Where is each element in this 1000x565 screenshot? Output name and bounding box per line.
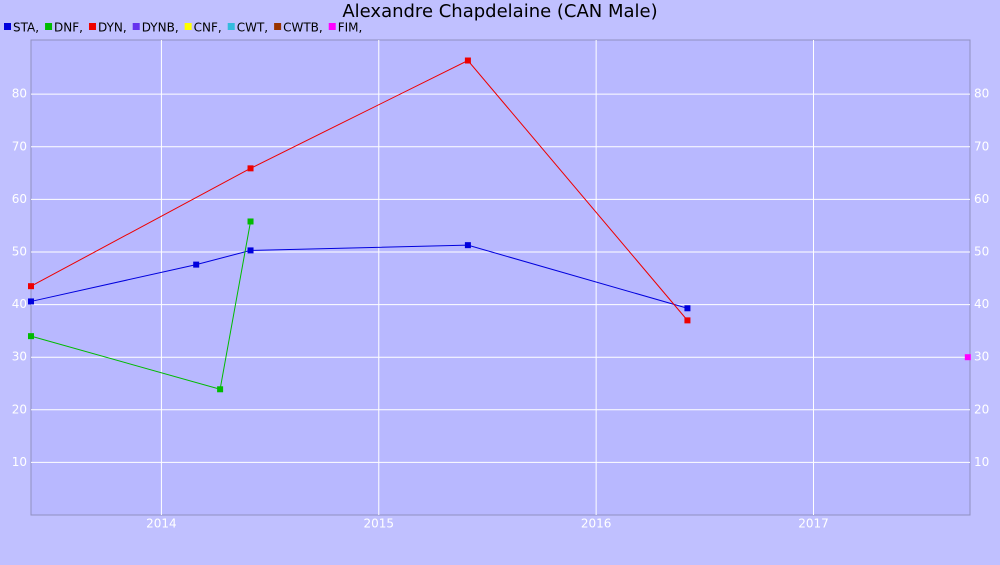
x-tick-label: 2014: [146, 517, 177, 531]
y-tick-label: 70: [12, 139, 27, 153]
legend-swatch: [4, 23, 11, 30]
point: [247, 218, 254, 225]
legend-text: DNF,: [54, 21, 83, 35]
y2-tick-label: 50: [974, 244, 989, 258]
point: [684, 317, 691, 324]
legend-text: DYN,: [98, 21, 127, 35]
y-tick-label: 30: [12, 350, 27, 364]
point: [247, 165, 254, 172]
point: [684, 305, 691, 312]
legend-text: DYNB,: [142, 21, 179, 35]
legend-text: CWTB,: [283, 21, 323, 35]
y-tick-label: 20: [12, 402, 27, 416]
y-tick-label: 80: [12, 87, 27, 101]
y2-tick-label: 20: [974, 402, 989, 416]
x-tick-label: 2017: [798, 517, 829, 531]
legend-swatch: [88, 23, 96, 30]
y2-tick-label: 70: [974, 139, 989, 153]
y-tick-label: 10: [12, 455, 27, 469]
y2-tick-label: 40: [974, 297, 989, 311]
legend-text: CWT,: [237, 21, 268, 35]
point: [217, 386, 224, 393]
chart-title: Alexandre Chapdelaine (CAN Male): [342, 1, 657, 22]
point: [193, 261, 200, 268]
y-tick-label: 50: [12, 244, 27, 258]
legend-text: CNF,: [194, 21, 222, 35]
y2-tick-label: 60: [974, 192, 989, 206]
y-tick-label: 60: [12, 192, 27, 206]
series-line: [30, 59, 688, 321]
legend-text: FIM,: [338, 21, 363, 35]
point: [464, 242, 471, 249]
legend-text: STA,: [13, 21, 39, 35]
y2-tick-label: 80: [974, 87, 989, 101]
legend-swatch: [274, 23, 282, 30]
x-tick-label: 2015: [364, 517, 395, 531]
legend-swatch: [328, 23, 336, 30]
point: [464, 57, 471, 64]
legend-swatch: [45, 23, 53, 30]
y2-tick-label: 10: [974, 455, 989, 469]
point: [964, 354, 971, 361]
legend-swatch: [184, 23, 192, 30]
plot-area: [30, 39, 971, 516]
point: [28, 298, 34, 305]
x-tick-label: 2016: [581, 517, 612, 531]
point: [28, 283, 34, 290]
legend-swatch: [227, 23, 235, 30]
point: [28, 333, 34, 340]
point: [247, 247, 254, 254]
y2-tick-label: 30: [974, 350, 989, 364]
y-tick-label: 40: [12, 297, 27, 311]
legend-swatch: [132, 23, 140, 30]
